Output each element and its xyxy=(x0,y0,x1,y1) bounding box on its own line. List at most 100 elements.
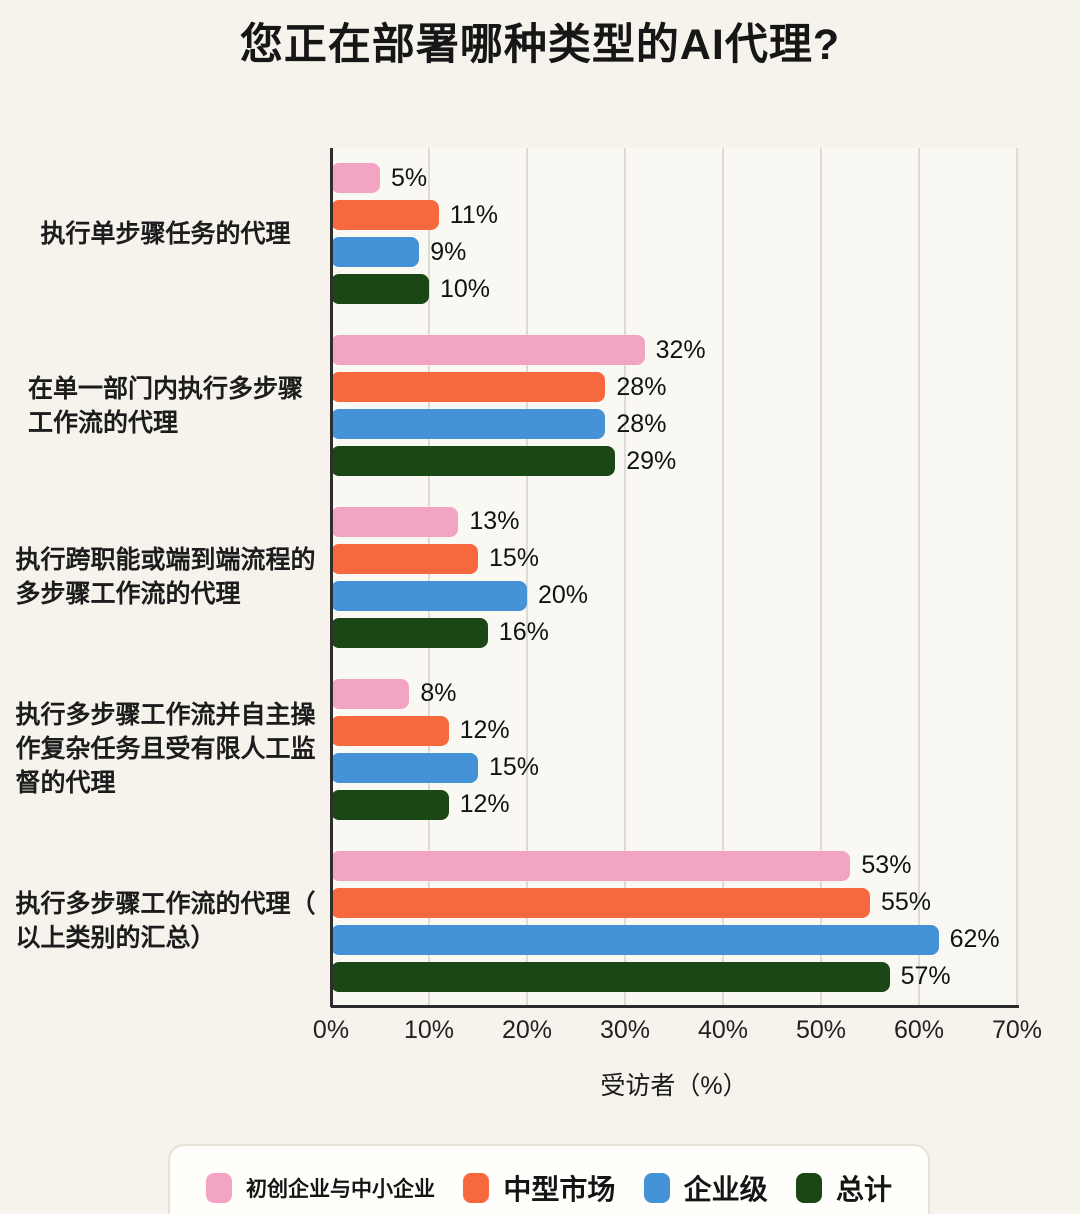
x-tick-label: 70% xyxy=(991,1016,1043,1044)
legend-label: 企业级 xyxy=(683,1174,768,1205)
bar-row-enterprise: 9% xyxy=(331,237,1017,268)
value-label: 9% xyxy=(430,237,467,266)
bar-total xyxy=(331,617,488,648)
bar-row-enterprise: 20% xyxy=(331,580,1017,611)
legend-item-smb: 初创企业与中小企业 xyxy=(206,1173,435,1203)
bar-total xyxy=(331,789,449,820)
bar-row-enterprise: 62% xyxy=(331,924,1017,955)
bar-row-mid-market: 12% xyxy=(331,715,1017,746)
bar-total xyxy=(331,446,616,477)
bar-row-total: 29% xyxy=(331,446,1017,477)
bar-smb xyxy=(331,678,410,709)
category-label-line: 作复杂任务且受有限人工监 xyxy=(15,735,316,764)
x-tick-label: 30% xyxy=(599,1016,651,1044)
legend-swatch-total xyxy=(795,1173,822,1203)
bar-rows: 执行单步骤任务的代理 5% 11% 9% 10% 在单一部门内执行多步骤 工作流的代理 32%… xyxy=(0,148,1080,1007)
category-label-line: 在单一部门内执行多步骤 xyxy=(27,374,303,403)
value-label: 8% xyxy=(420,679,457,708)
legend-label: 初创企业与中小企业 xyxy=(246,1178,435,1201)
x-tick-label: 20% xyxy=(501,1016,553,1044)
category-label-text: 执行多步骤工作流并自主操 作复杂任务且受有限人工监 督的代理 xyxy=(15,698,315,800)
gridline xyxy=(1016,148,1018,1007)
bar-group: 32% 28% 28% 29% xyxy=(331,320,1017,492)
value-label: 12% xyxy=(459,716,510,745)
bar-row-mid-market: 28% xyxy=(331,372,1017,403)
value-label: 10% xyxy=(440,274,491,303)
category-label-text: 执行多步骤工作流的代理（ 以上类别的汇总） xyxy=(15,887,315,955)
category-group-multi-step-total: 执行多步骤工作流的代理（ 以上类别的汇总） 53% 55% 62% 57% xyxy=(0,835,1080,1007)
legend-item-mid-market: 中型市场 xyxy=(463,1168,615,1208)
x-axis: 0% 10% 20% 30% 40% 50% 60% 70% xyxy=(0,1016,1080,1050)
bar-row-smb: 53% xyxy=(331,850,1017,881)
legend-swatch-mid-market xyxy=(463,1173,490,1203)
category-label-line: 执行跨职能或端到端流程的 xyxy=(15,546,316,575)
bar-group: 8% 12% 15% 12% xyxy=(331,663,1017,835)
category-label-text: 执行单步骤任务的代理 xyxy=(40,217,290,251)
gridline xyxy=(918,148,920,1007)
value-label: 13% xyxy=(469,507,520,536)
bar-mid-market xyxy=(331,543,478,574)
category-group-multi-step-single-dept: 在单一部门内执行多步骤 工作流的代理 32% 28% 28% 29% xyxy=(0,320,1080,492)
bar-row-total: 10% xyxy=(331,274,1017,305)
bar-enterprise xyxy=(331,924,939,955)
gridline xyxy=(820,148,822,1007)
legend-item-total: 总计 xyxy=(795,1168,892,1208)
category-label: 执行多步骤工作流的代理（ 以上类别的汇总） xyxy=(0,835,331,1007)
value-label: 57% xyxy=(900,962,951,991)
bar-total xyxy=(331,274,429,305)
bar-row-smb: 13% xyxy=(331,506,1017,537)
bar-mid-market xyxy=(331,200,439,231)
x-tick-label: 40% xyxy=(697,1016,749,1044)
chart-area: 执行单步骤任务的代理 5% 11% 9% 10% 在单一部门内执行多步骤 工作流的代理 32%… xyxy=(0,148,1080,1008)
value-label: 55% xyxy=(881,888,932,917)
category-label: 在单一部门内执行多步骤 工作流的代理 xyxy=(0,320,331,492)
x-tick-label: 0% xyxy=(312,1016,350,1044)
bar-enterprise xyxy=(331,752,478,783)
category-group-cross-functional-e2e: 执行跨职能或端到端流程的 多步骤工作流的代理 13% 15% 20% 16% xyxy=(0,492,1080,664)
gridline xyxy=(526,148,528,1007)
bar-row-mid-market: 55% xyxy=(331,887,1017,918)
category-label-line: 以上类别的汇总） xyxy=(15,924,216,953)
bar-row-smb: 32% xyxy=(331,335,1017,366)
value-label: 15% xyxy=(489,753,540,782)
value-label: 28% xyxy=(616,409,667,438)
bar-row-total: 57% xyxy=(331,961,1017,992)
bar-enterprise xyxy=(331,409,606,440)
x-axis-label: 受访者（%） xyxy=(600,1072,748,1100)
legend-label: 总计 xyxy=(835,1174,892,1205)
value-label: 20% xyxy=(538,581,589,610)
bar-row-total: 16% xyxy=(331,617,1017,648)
chart-title: 您正在部署哪种类型的AI代理? xyxy=(239,21,841,69)
value-label: 12% xyxy=(459,790,510,819)
bar-row-smb: 8% xyxy=(331,678,1017,709)
bar-enterprise xyxy=(331,580,527,611)
legend-item-enterprise: 企业级 xyxy=(643,1168,768,1208)
bar-row-mid-market: 15% xyxy=(331,543,1017,574)
category-label-line: 执行多步骤工作流并自主操 xyxy=(15,701,316,730)
value-label: 53% xyxy=(861,851,912,880)
category-label-text: 执行跨职能或端到端流程的 多步骤工作流的代理 xyxy=(15,543,315,611)
bar-mid-market xyxy=(331,715,449,746)
x-tick-label: 50% xyxy=(795,1016,847,1044)
bar-total xyxy=(331,961,890,992)
bar-smb xyxy=(331,506,459,537)
legend-label: 中型市场 xyxy=(503,1174,616,1205)
category-label-text: 在单一部门内执行多步骤 工作流的代理 xyxy=(28,372,303,440)
bar-row-enterprise: 15% xyxy=(331,752,1017,783)
bar-mid-market xyxy=(331,887,870,918)
value-label: 28% xyxy=(616,372,667,401)
bar-row-total: 12% xyxy=(331,789,1017,820)
value-label: 62% xyxy=(949,925,1000,954)
category-group-single-step-tasks: 执行单步骤任务的代理 5% 11% 9% 10% xyxy=(0,148,1080,320)
x-tick-label: 60% xyxy=(893,1016,945,1044)
y-axis-spine xyxy=(330,148,333,1007)
value-label: 5% xyxy=(391,163,428,192)
x-axis-line xyxy=(331,1005,1019,1008)
bar-smb xyxy=(331,850,851,881)
bar-smb xyxy=(331,335,645,366)
x-tick-label: 10% xyxy=(403,1016,455,1044)
legend-swatch-enterprise xyxy=(643,1173,670,1203)
value-label: 11% xyxy=(449,200,498,229)
bar-row-smb: 5% xyxy=(331,163,1017,194)
